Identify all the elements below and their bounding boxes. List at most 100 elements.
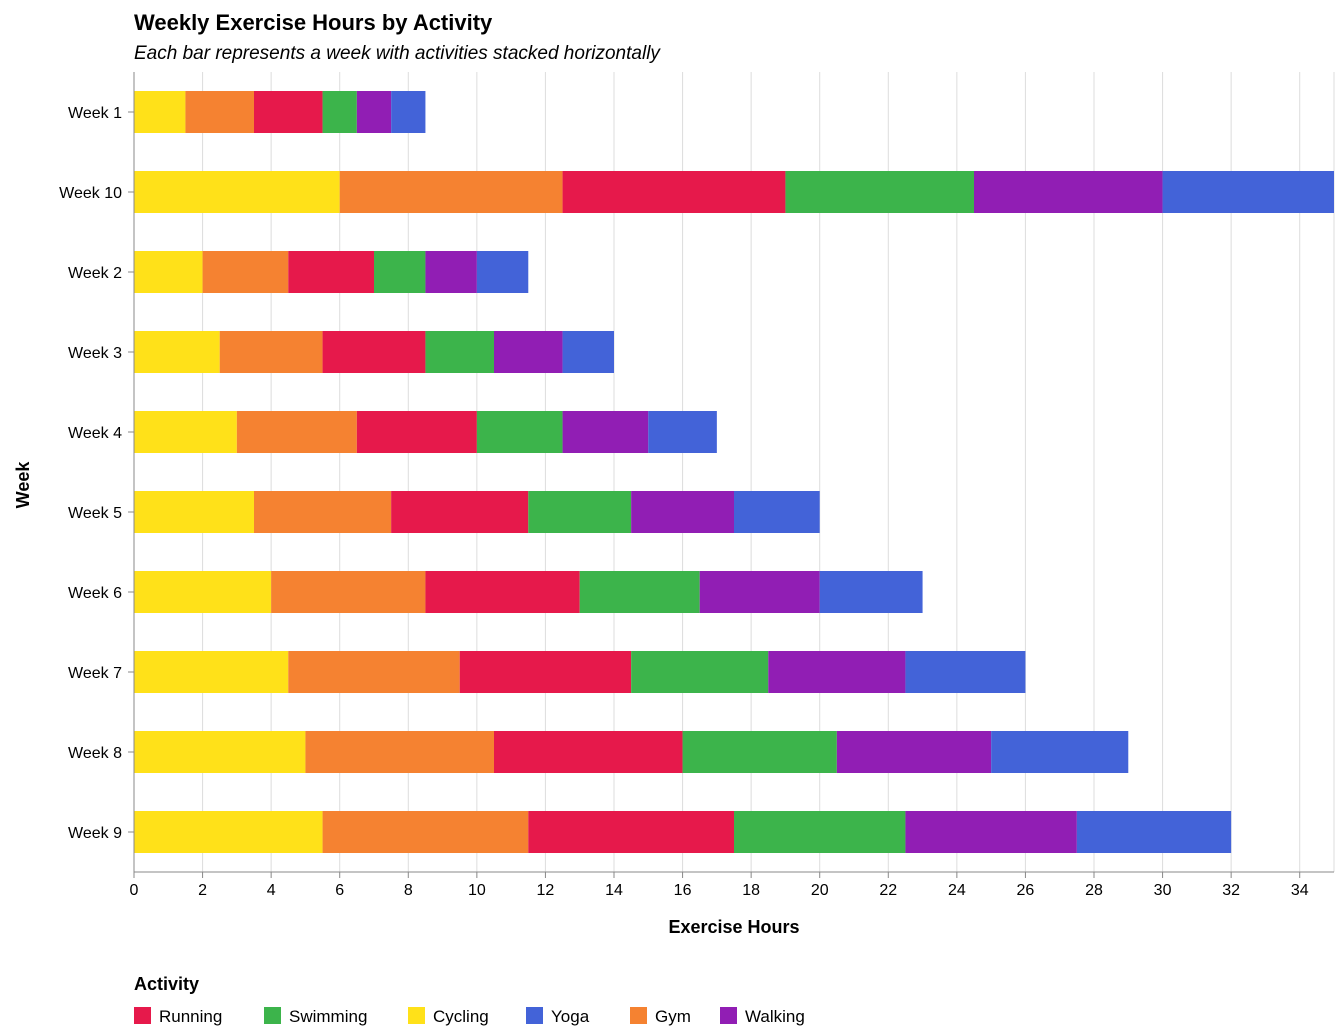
bar-segment-walking	[631, 491, 734, 533]
bar-segment-gym	[288, 651, 460, 693]
x-tick-label: 12	[537, 882, 555, 899]
bar-segment-cycling	[134, 171, 340, 213]
bar-segment-running	[391, 491, 529, 533]
x-tick-label: 4	[267, 882, 276, 899]
y-tick-label: Week 1	[68, 105, 122, 122]
bar-segment-gym	[271, 571, 426, 613]
bar-segment-gym	[185, 91, 254, 133]
bar-segment-walking	[356, 91, 392, 133]
bar-segment-running	[459, 651, 632, 693]
y-axis: Week 1 Week 10 Week 2 Week 3 Week 4 Week 5 Wee…	[59, 72, 135, 872]
y-tick-label: Week 5	[68, 505, 122, 522]
legend-items: Running Swimming Cycling Yoga Gym Walking	[134, 1007, 805, 1026]
bar-segment-yoga	[905, 651, 1026, 693]
bar-segment-gym	[202, 251, 289, 293]
bar-segment-running	[528, 811, 734, 853]
x-tick-label: 10	[468, 882, 486, 899]
legend-swatch	[408, 1007, 425, 1024]
bar-segment-yoga	[734, 491, 820, 533]
bar-segment-swimming	[476, 411, 563, 453]
legend-item-walking: Walking	[720, 1007, 805, 1026]
legend-label: Cycling	[433, 1007, 489, 1026]
y-tick-label: Week 2	[68, 265, 122, 282]
legend-swatch	[264, 1007, 281, 1024]
x-tick-label: 0	[130, 882, 139, 899]
x-tick-label: 34	[1291, 882, 1309, 899]
bar-segment-gym	[219, 331, 323, 373]
bar-segment-running	[494, 731, 683, 773]
legend-item-swimming: Swimming	[264, 1007, 367, 1026]
bar-segment-yoga	[819, 571, 923, 613]
bar-segment-gym	[236, 411, 357, 453]
bar-segment-swimming	[682, 731, 837, 773]
legend-item-cycling: Cycling	[408, 1007, 489, 1026]
bar-segment-walking	[905, 811, 1077, 853]
bar-segment-walking	[768, 651, 906, 693]
legend-swatch	[630, 1007, 647, 1024]
y-tick-label: Week 3	[68, 345, 122, 362]
x-tick-label: 22	[879, 882, 897, 899]
bar-segment-gym	[322, 811, 529, 853]
bar-segment-yoga	[991, 731, 1129, 773]
bar-segment-walking	[562, 411, 649, 453]
x-tick-label: 20	[811, 882, 829, 899]
legend-item-gym: Gym	[630, 1007, 691, 1026]
bar-segment-gym	[254, 491, 392, 533]
bars	[134, 91, 1334, 853]
y-tick-label: Week 4	[68, 425, 122, 442]
x-tick-label: 32	[1222, 882, 1240, 899]
bar-segment-cycling	[134, 251, 203, 293]
bar-segment-cycling	[134, 571, 272, 613]
y-tick-label: Week 9	[68, 825, 122, 842]
legend-swatch	[526, 1007, 543, 1024]
bar-segment-cycling	[134, 811, 323, 853]
bar-segment-running	[254, 91, 323, 133]
bar-segment-swimming	[322, 91, 357, 133]
legend-label: Swimming	[289, 1007, 367, 1026]
legend-label: Yoga	[551, 1007, 590, 1026]
x-tick-label: 24	[948, 882, 966, 899]
bar-segment-swimming	[425, 331, 494, 373]
legend: Activity Running Swimming Cycling Yoga Gym Wa…	[134, 974, 805, 1026]
legend-title: Activity	[134, 974, 199, 994]
bar-segment-running	[322, 331, 426, 373]
bar-segment-cycling	[134, 331, 220, 373]
bar-segment-cycling	[134, 411, 237, 453]
chart-subtitle: Each bar represents a week with activiti…	[134, 43, 661, 64]
y-tick-label: Week 7	[68, 665, 122, 682]
y-tick-label: Week 10	[59, 185, 122, 202]
x-tick-label: 6	[335, 882, 344, 899]
bar-segment-cycling	[134, 651, 289, 693]
legend-swatch	[720, 1007, 737, 1024]
y-tick-label: Week 6	[68, 585, 122, 602]
x-tick-label: 18	[742, 882, 760, 899]
bar-segment-running	[425, 571, 580, 613]
bar-segment-yoga	[391, 91, 426, 133]
bar-segment-swimming	[631, 651, 769, 693]
x-axis: 0 2 4 6 8 10 12 14 16 18 20 22 24 26 28 30 32 34	[130, 871, 1334, 899]
x-tick-label: 26	[1017, 882, 1035, 899]
bar-segment-swimming	[374, 251, 426, 293]
legend-label: Running	[159, 1007, 222, 1026]
x-tick-label: 8	[404, 882, 413, 899]
chart-title: Weekly Exercise Hours by Activity	[134, 10, 493, 35]
x-tick-label: 16	[674, 882, 692, 899]
bar-segment-walking	[425, 251, 477, 293]
bar-segment-swimming	[579, 571, 700, 613]
bar-segment-running	[356, 411, 477, 453]
bar-segment-walking	[494, 331, 563, 373]
bar-segment-cycling	[134, 731, 306, 773]
bar-segment-running	[562, 171, 786, 213]
x-tick-label: 30	[1154, 882, 1172, 899]
legend-item-running: Running	[134, 1007, 222, 1026]
bar-segment-cycling	[134, 91, 186, 133]
x-tick-label: 14	[605, 882, 623, 899]
x-tick-label: 2	[198, 882, 207, 899]
y-axis-title: Week	[13, 461, 33, 509]
bar-segment-gym	[305, 731, 494, 773]
y-tick-label: Week 8	[68, 745, 122, 762]
bar-segment-walking	[836, 731, 992, 773]
legend-label: Walking	[745, 1007, 805, 1026]
